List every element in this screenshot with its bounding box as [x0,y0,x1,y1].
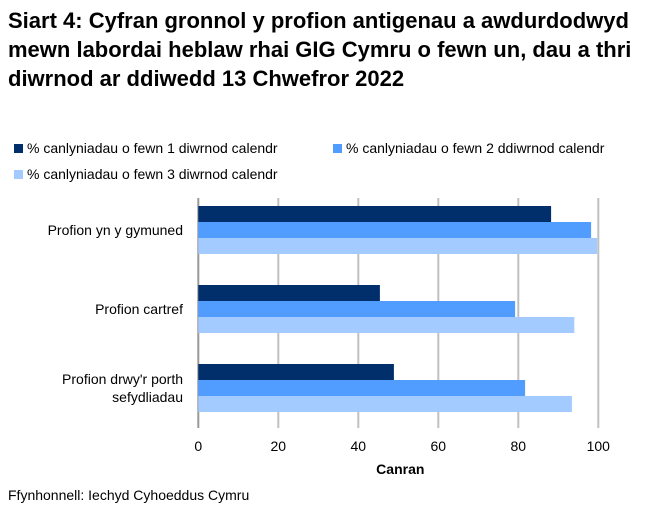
x-tick-label: 60 [431,438,447,454]
x-axis-label: Canran [376,461,424,477]
x-tick-label: 100 [587,438,611,454]
legend-swatch [14,143,23,153]
x-tick-label: 40 [351,438,367,454]
category-label: sefydliadau [112,389,183,405]
category-label: Profion drwy'r porth [62,371,183,387]
legend-swatch [333,143,342,153]
category-label: Profion cartref [95,301,183,317]
bar [198,396,572,412]
x-tick-label: 80 [511,438,527,454]
legend-item-2: % canlyniadau o fewn 2 ddiwrnod calendr [333,140,604,156]
bar [198,364,394,380]
bar [198,285,380,301]
legend-swatch [14,169,23,179]
x-tick-label: 0 [194,438,202,454]
chart-title: Siart 4: Cyfran gronnol y profion antige… [8,8,632,91]
legend-label: % canlyniadau o fewn 3 diwrnod calendr [27,166,278,182]
legend-item-3: % canlyniadau o fewn 3 diwrnod calendr [14,166,278,182]
x-tick-label: 20 [271,438,287,454]
bar [198,317,575,333]
bar [198,380,526,396]
category-label: Profion yn y gymuned [48,222,183,238]
legend-label: % canlyniadau o fewn 2 ddiwrnod calendr [346,140,605,156]
bar [198,206,552,222]
bar [198,238,598,254]
legend-label: % canlyniadau o fewn 1 diwrnod calendr [27,140,278,156]
legend-item-1: % canlyniadau o fewn 1 diwrnod calendr [14,140,278,156]
bar [198,301,516,317]
bar [198,222,592,238]
source-note: Ffynhonnell: Iechyd Cyhoeddus Cymru [8,487,250,503]
